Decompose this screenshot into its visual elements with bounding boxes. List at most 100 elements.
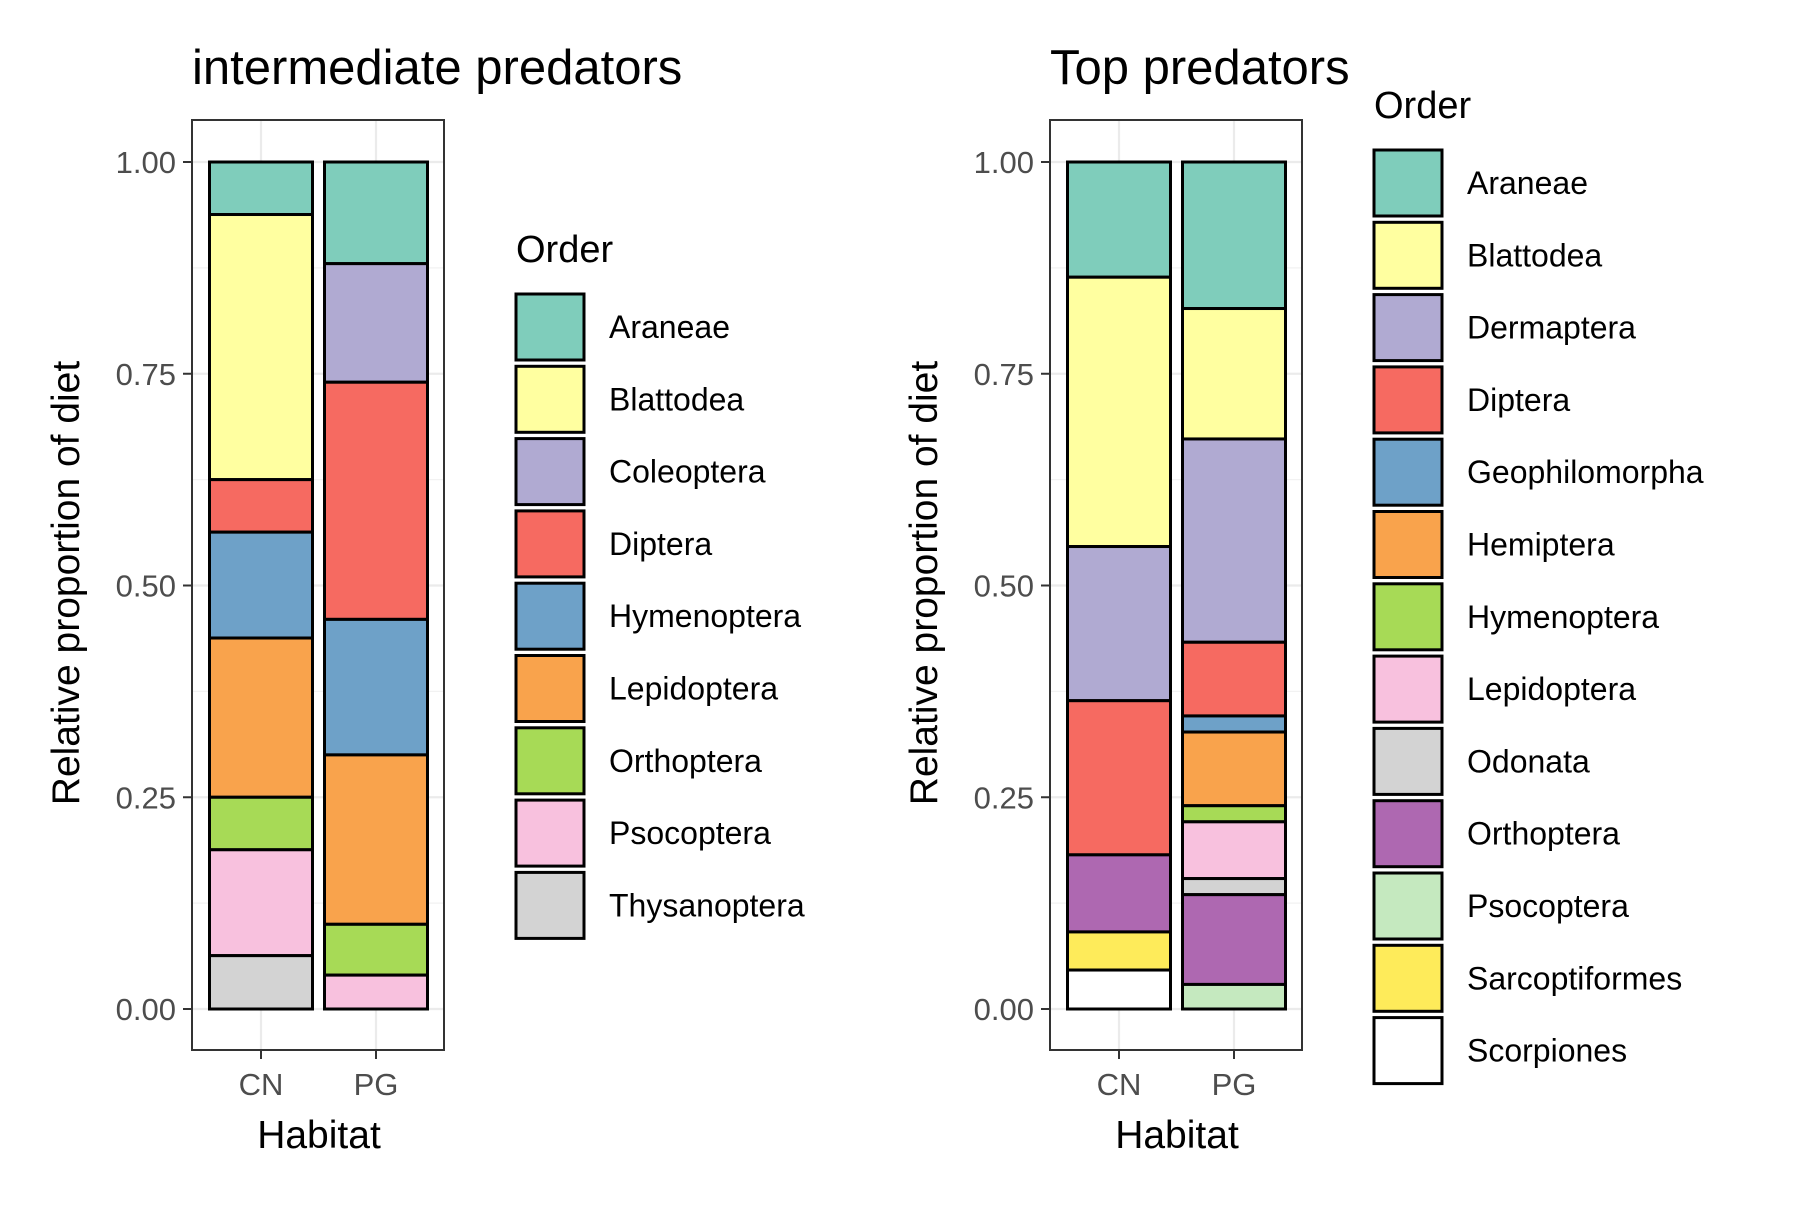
panel1-bar-cn-thysanoptera (208, 954, 314, 1011)
panel2-legend-key-orthoptera (1372, 799, 1444, 869)
panel1-legend-key-hymenoptera (514, 581, 586, 651)
panel1-title: intermediate predators (192, 41, 682, 95)
panel2-bar-cn-scorpiones (1066, 968, 1172, 1011)
panel2-legend-label-hymenoptera: Hymenoptera (1467, 599, 1659, 635)
panel2-legend-label-geophilomorpha: Geophilomorpha (1467, 454, 1704, 490)
panel1-bar-cn-diptera (208, 478, 314, 534)
panel2-plot: 0.00 0.25 0.50 0.75 1.00 CN PG Araneae Blattodea… (974, 119, 1704, 1102)
panel2-legend-label-lepidoptera: Lepidoptera (1467, 671, 1636, 707)
panel2-legend-key-hemiptera (1372, 510, 1444, 579)
panel2-y-tick-label: 1.00 (974, 145, 1034, 180)
panel2-bar-pg-dermaptera (1181, 437, 1287, 644)
panel2-bar-cn-sarcoptiformes (1066, 930, 1172, 972)
panel2-legend-label-sarcoptiformes: Sarcoptiformes (1467, 960, 1682, 996)
panel1-legend-key-coleoptera (514, 437, 586, 507)
panel2-legend-label-scorpiones: Scorpiones (1467, 1033, 1627, 1069)
panel1-bar-pg-psocoptera (323, 973, 429, 1011)
panel2-bar-pg-hemiptera (1181, 730, 1287, 808)
panel2-y-tick-label: 0.50 (974, 569, 1034, 604)
panel2-bar-pg-hymenoptera (1181, 804, 1287, 824)
panel1-legend-label-blattodea: Blattodea (609, 381, 744, 417)
panel1-legend-label-araneae: Araneae (609, 309, 730, 345)
panel2-title: Top predators (1050, 41, 1350, 95)
panel2-legend-key-hymenoptera (1372, 582, 1444, 652)
panel1-legend-key-thysanoptera (514, 870, 586, 940)
panel1-bar-cn-araneae (208, 160, 314, 217)
panel2-legend-key-psocoptera (1372, 871, 1444, 941)
panel1-x-tick-label-pg: PG (354, 1067, 399, 1102)
panel1-x-tick-label-cn: CN (239, 1067, 284, 1102)
panel2-x-tick-label-cn: CN (1097, 1067, 1142, 1102)
panel1-plot: 0.00 0.25 0.50 0.75 1.00 CN PG Araneae Blattodea… (116, 119, 805, 1102)
panel1-legend-label-orthoptera: Orthoptera (609, 743, 762, 779)
panel1-bar-cn-hymenoptera (208, 530, 314, 640)
panel1-bar-cn-lepidoptera (208, 636, 314, 799)
panel1-y-tick-label: 0.25 (116, 780, 176, 815)
panel2-legend-key-diptera (1372, 365, 1444, 435)
panel2-bar-pg-blattodea (1181, 307, 1287, 441)
panel2-bar-cn-araneae (1066, 160, 1172, 279)
panel2-legend-key-sarcoptiformes (1372, 943, 1444, 1013)
panel2-legend-title: Order (1374, 85, 1471, 127)
panel2-legend-label-araneae: Araneae (1467, 165, 1588, 201)
panel2-legend-key-blattodea (1372, 220, 1444, 290)
panel2-bar-pg-psocoptera (1181, 982, 1287, 1011)
panel1-bar-pg-araneae (323, 160, 429, 266)
panel1-legend-key-lepidoptera (514, 654, 586, 723)
panel2-legend-key-lepidoptera (1372, 654, 1444, 724)
panel1-legend-label-psocoptera: Psocoptera (609, 815, 771, 851)
panel2-legend-label-psocoptera: Psocoptera (1467, 888, 1629, 924)
panel1-legend-key-araneae (514, 292, 586, 362)
panel2-bar-pg-geophilomorpha (1181, 714, 1287, 734)
panel1-y-axis-label: Relative proportion of diet (45, 361, 88, 806)
panel1-legend-key-psocoptera (514, 798, 586, 868)
panel2-bar-pg-orthoptera (1181, 893, 1287, 986)
panel2-legend-key-geophilomorpha (1372, 437, 1444, 507)
panel1-bar-pg-diptera (323, 380, 429, 621)
panel1-legend-label-diptera: Diptera (609, 526, 712, 562)
panel2-legend-label-dermaptera: Dermaptera (1467, 310, 1636, 346)
panel2-bar-cn-blattodea (1066, 275, 1172, 549)
panel2-bar-cn-diptera (1066, 699, 1172, 857)
panel2-legend-label-odonata: Odonata (1467, 743, 1590, 779)
panel2-bar-pg-lepidoptera (1181, 820, 1287, 881)
panel1-legend-label-lepidoptera: Lepidoptera (609, 671, 778, 707)
panel2-y-tick-label: 0.75 (974, 357, 1034, 392)
panel2-y-tick-label: 0.00 (974, 992, 1034, 1027)
panel1-y-tick-label: 0.50 (116, 569, 176, 604)
panel2-x-axis-label: Habitat (1115, 1114, 1239, 1157)
panel1-bar-cn-orthoptera (208, 795, 314, 852)
panel1-bar-pg-lepidoptera (323, 753, 429, 926)
panel2-bar-pg-odonata (1181, 877, 1287, 897)
panel2-y-tick-label: 0.25 (974, 780, 1034, 815)
panel1-bar-pg-hymenoptera (323, 617, 429, 757)
panel1-x-axis-label: Habitat (257, 1114, 381, 1157)
panel2-x-tick-label-pg: PG (1212, 1067, 1257, 1102)
panel2-legend-label-hemiptera: Hemiptera (1467, 527, 1615, 563)
panel2-legend-key-araneae (1372, 148, 1444, 218)
panel2-bar-cn-orthoptera (1066, 853, 1172, 934)
panel1-legend-label-thysanoptera: Thysanoptera (609, 887, 805, 923)
panel1-bar-cn-blattodea (208, 213, 314, 482)
panel1-bar-pg-coleoptera (323, 262, 429, 384)
panel1-legend-key-diptera (514, 509, 586, 579)
panel2-y-axis-label: Relative proportion of diet (903, 361, 946, 806)
panel2-legend-label-orthoptera: Orthoptera (1467, 816, 1620, 852)
panel2-legend-label-blattodea: Blattodea (1467, 237, 1602, 273)
panel1-y-tick-label: 0.00 (116, 992, 176, 1027)
panel1-bar-pg-orthoptera (323, 922, 429, 977)
panel2-bar-pg-araneae (1181, 160, 1287, 311)
panel2-legend-label-diptera: Diptera (1467, 382, 1570, 418)
panel1-legend-label-hymenoptera: Hymenoptera (609, 598, 801, 634)
panel1-legend-key-orthoptera (514, 726, 586, 796)
panel2-bar-pg-diptera (1181, 640, 1287, 718)
panel2-legend-key-dermaptera (1372, 293, 1444, 363)
panel2-legend-key-scorpiones (1372, 1016, 1444, 1086)
panel1-legend-label-coleoptera: Coleoptera (609, 454, 766, 490)
panel1-y-tick-label: 0.75 (116, 357, 176, 392)
panel1-bar-cn-psocoptera (208, 848, 314, 958)
panel1-y-tick-label: 1.00 (116, 145, 176, 180)
panel1-legend-key-blattodea (514, 364, 586, 434)
